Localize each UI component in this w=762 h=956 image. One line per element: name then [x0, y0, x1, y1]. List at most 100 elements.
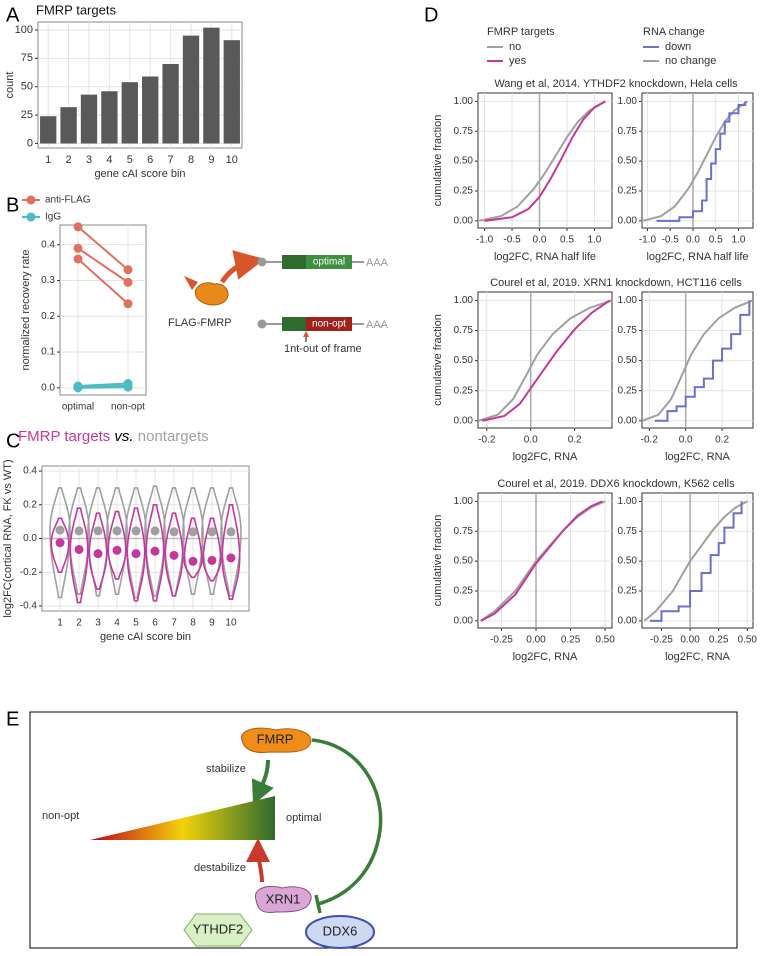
y-tick-label: 0.50 — [618, 556, 638, 567]
y-tick-label: 1.00 — [454, 96, 474, 107]
median-point — [55, 525, 65, 535]
y-tick-label: 75 — [21, 52, 33, 64]
median-point — [93, 549, 103, 559]
x-tick-label: -1.0 — [639, 235, 657, 246]
panel-label: A — [6, 4, 20, 26]
y-tick-label: 0.4 — [23, 466, 37, 477]
ecdf-line — [641, 299, 754, 422]
y-tick-label: 1.00 — [454, 496, 474, 507]
plot-area — [641, 291, 754, 429]
violin — [69, 507, 89, 604]
x-tick-label: 2 — [66, 154, 72, 166]
y-tick-label: 0.75 — [454, 526, 474, 537]
inhibition-arc — [311, 738, 383, 906]
replicate-line — [77, 382, 129, 388]
y-tick-label: 0.0 — [23, 533, 37, 544]
region-label: non-opt — [312, 319, 346, 330]
bar — [223, 40, 240, 144]
low-label: non-opt — [42, 810, 79, 822]
y-tick-label: 0.25 — [454, 186, 474, 197]
x-tick-label: 0.2 — [715, 435, 729, 446]
xrn1-label: XRN1 — [266, 891, 301, 906]
x-tick-label: -1.0 — [476, 235, 494, 246]
median-point — [112, 545, 122, 555]
plot-area — [59, 224, 147, 396]
y-tick-label: 0.50 — [618, 156, 638, 167]
y-tick-label: 0.00 — [618, 415, 638, 426]
legend-title: RNA change — [643, 26, 705, 38]
x-tick-label: 0.5 — [709, 235, 723, 246]
y-tick-label: 0.4 — [41, 239, 55, 250]
y-axis-title: cumulative fraction — [432, 115, 444, 207]
panel-label: E — [6, 708, 19, 730]
x-tick-label: 3 — [95, 618, 101, 629]
x-tick-label: 8 — [188, 154, 194, 166]
x-tick-label: 4 — [106, 154, 112, 166]
median-point — [55, 538, 65, 548]
x-tick-label: -0.25 — [490, 635, 513, 646]
polya-label: AAA — [366, 257, 389, 269]
replicate-line — [77, 247, 129, 284]
legend-label: yes — [509, 55, 527, 67]
x-tick-label: -0.5 — [503, 235, 521, 246]
y-tick-label: 0.25 — [618, 186, 638, 197]
frame — [29, 711, 738, 949]
median-point — [131, 526, 141, 536]
fmrp-label: FMRP — [257, 731, 294, 746]
bar — [101, 91, 118, 144]
y-tick-label: 0.75 — [618, 526, 638, 537]
optimal-region — [306, 255, 352, 269]
y-tick-label: 1.00 — [618, 96, 638, 107]
x-tick-label: 1 — [57, 618, 63, 629]
polya-label: AAA — [366, 319, 389, 331]
y-tick-label: 100 — [15, 24, 33, 36]
y-tick-label: 0.2 — [41, 311, 55, 322]
point — [73, 383, 83, 393]
median-point — [188, 527, 198, 537]
fmrp-shape — [194, 282, 229, 306]
y-tick-label: 0.00 — [618, 215, 638, 226]
point — [123, 265, 133, 275]
y-tick-label: 0.75 — [618, 126, 638, 137]
ecdf-line — [484, 100, 606, 222]
violin — [88, 512, 108, 590]
chart-title: FMRP targets vs. nontargets — [18, 428, 209, 445]
flag-tag — [184, 276, 198, 290]
ddx6-label: DDX6 — [323, 923, 358, 938]
legend-label: IgG — [45, 212, 61, 223]
cds-start — [282, 317, 306, 331]
point — [73, 254, 83, 264]
y-tick-label: 0.75 — [454, 325, 474, 336]
annotation: 1nt-out of frame — [284, 343, 362, 355]
protein-label: FLAG-FMRP — [168, 317, 232, 329]
bar — [40, 116, 57, 144]
violin — [183, 517, 203, 579]
ythdf2-shape — [183, 913, 253, 947]
inhibition-bar — [314, 894, 322, 914]
y-axis-title: normalized recovery rate — [20, 249, 32, 370]
xrn1-shape — [254, 886, 312, 913]
y-tick-label: 0.2 — [23, 499, 37, 510]
x-tick-label: 0.25 — [709, 635, 729, 646]
x-tick-label: 0.50 — [595, 635, 615, 646]
optimality-gradient — [90, 796, 275, 840]
median-point — [93, 526, 103, 536]
replicate-line — [77, 258, 129, 305]
y-tick-label: 50 — [21, 81, 33, 93]
x-axis-title: log2FC, RNA half life — [646, 251, 748, 263]
y-tick-label: 25 — [21, 109, 33, 121]
median-point — [169, 527, 179, 537]
x-tick-label: 0.2 — [568, 435, 582, 446]
x-tick-label: 9 — [208, 154, 214, 166]
x-tick-label: 0.00 — [680, 635, 700, 646]
violin — [107, 510, 127, 580]
point — [123, 299, 133, 309]
x-tick-label: 5 — [127, 154, 133, 166]
legend-label: down — [665, 41, 691, 53]
y-tick-label: 0 — [27, 137, 33, 149]
violin — [145, 503, 165, 602]
title-part: nontargets — [138, 428, 209, 445]
x-tick-label: non-opt — [111, 402, 145, 413]
bar — [182, 35, 200, 144]
